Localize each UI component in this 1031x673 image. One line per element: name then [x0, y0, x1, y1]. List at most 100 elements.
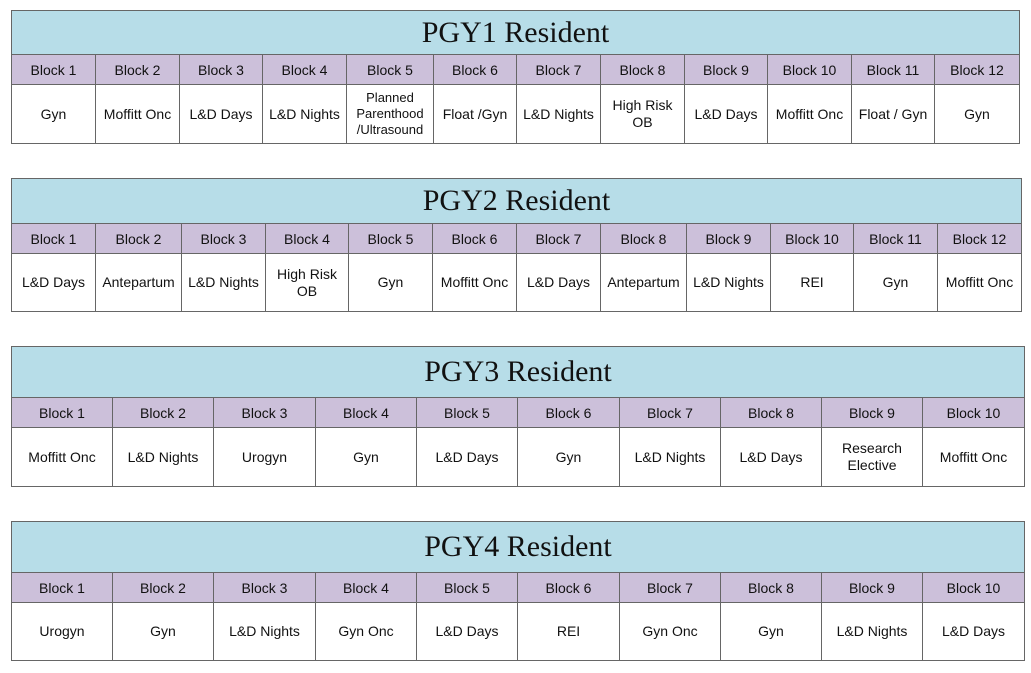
- block-header: Block 10: [922, 397, 1025, 428]
- rotation-cell: Gyn Onc: [619, 602, 721, 661]
- block-header: Block 10: [767, 54, 852, 85]
- rotation-cell: Moffitt Onc: [922, 427, 1025, 487]
- rotation-cell: Urogyn: [213, 427, 316, 487]
- rotation-cell: Moffitt Onc: [767, 84, 852, 144]
- block-header: Block 4: [265, 223, 349, 254]
- rotation-cell: Antepartum: [95, 253, 182, 312]
- block-header: Block 3: [179, 54, 263, 85]
- block-header: Block 9: [821, 397, 923, 428]
- rotation-cell: Antepartum: [600, 253, 687, 312]
- block-header-row: Block 1 Block 2 Block 3 Block 4 Block 5 Block…: [11, 572, 1025, 603]
- rotation-row: Urogyn Gyn L&D Nights Gyn Onc L&D Days REI Gyn…: [11, 602, 1025, 661]
- rotation-cell: Float /Gyn: [433, 84, 517, 144]
- rotation-cell: L&D Nights: [516, 84, 601, 144]
- rotation-cell: L&D Nights: [213, 602, 316, 661]
- block-header: Block 1: [11, 572, 113, 603]
- block-header: Block 8: [720, 397, 822, 428]
- rotation-cell: Float / Gyn: [851, 84, 935, 144]
- table-title: PGY2 Resident: [11, 178, 1022, 224]
- block-header: Block 6: [517, 397, 620, 428]
- block-header: Block 2: [112, 397, 214, 428]
- rotation-cell: Moffitt Onc: [937, 253, 1022, 312]
- block-header: Block 6: [433, 54, 517, 85]
- rotation-row: L&D Days Antepartum L&D Nights High Risk OB…: [11, 253, 1022, 312]
- rotation-cell: Gyn: [934, 84, 1020, 144]
- block-header: Block 9: [686, 223, 771, 254]
- block-header: Block 12: [934, 54, 1020, 85]
- block-header: Block 9: [684, 54, 768, 85]
- rotation-cell: Research Elective: [821, 427, 923, 487]
- block-header-row: Block 1 Block 2 Block 3 Block 4 Block 5 Block…: [11, 223, 1022, 254]
- rotation-cell: Moffitt Onc: [432, 253, 517, 312]
- block-header: Block 11: [853, 223, 938, 254]
- rotation-cell: L&D Nights: [619, 427, 721, 487]
- rotation-cell: L&D Nights: [686, 253, 771, 312]
- block-header: Block 6: [517, 572, 620, 603]
- table-title: PGY4 Resident: [11, 521, 1025, 573]
- rotation-cell: Gyn: [517, 427, 620, 487]
- block-header: Block 7: [619, 397, 721, 428]
- block-header: Block 3: [181, 223, 266, 254]
- block-header: Block 1: [11, 54, 96, 85]
- block-header: Block 4: [315, 572, 417, 603]
- rotation-cell: Planned Parenthood /Ultrasound: [346, 84, 434, 144]
- rotation-cell: L&D Days: [684, 84, 768, 144]
- rotation-cell: Urogyn: [11, 602, 113, 661]
- block-header: Block 8: [720, 572, 822, 603]
- rotation-cell: L&D Days: [416, 427, 518, 487]
- block-header: Block 7: [516, 54, 601, 85]
- block-header: Block 7: [516, 223, 601, 254]
- rotation-cell: Gyn: [112, 602, 214, 661]
- block-header: Block 11: [851, 54, 935, 85]
- pgy1-schedule-table: PGY1 Resident Block 1 Block 2 Block 3 Block …: [11, 10, 1020, 144]
- rotation-cell: L&D Nights: [821, 602, 923, 661]
- block-header: Block 1: [11, 223, 96, 254]
- table-title: PGY1 Resident: [11, 10, 1020, 55]
- block-header: Block 1: [11, 397, 113, 428]
- rotation-cell: High Risk OB: [600, 84, 685, 144]
- rotation-cell: Gyn: [720, 602, 822, 661]
- rotation-row: Moffitt Onc L&D Nights Urogyn Gyn L&D Days Gy…: [11, 427, 1025, 487]
- block-header: Block 5: [346, 54, 434, 85]
- rotation-cell: Gyn: [348, 253, 433, 312]
- pgy3-schedule-table: PGY3 Resident Block 1 Block 2 Block 3 Block …: [11, 346, 1025, 487]
- block-header: Block 8: [600, 54, 685, 85]
- rotation-cell: L&D Nights: [181, 253, 266, 312]
- block-header: Block 2: [112, 572, 214, 603]
- rotation-cell: L&D Days: [11, 253, 96, 312]
- rotation-cell: L&D Days: [416, 602, 518, 661]
- block-header: Block 9: [821, 572, 923, 603]
- rotation-cell: L&D Nights: [112, 427, 214, 487]
- rotation-row: Gyn Moffitt Onc L&D Days L&D Nights Planned …: [11, 84, 1020, 144]
- block-header: Block 7: [619, 572, 721, 603]
- rotation-cell: L&D Days: [179, 84, 263, 144]
- block-header: Block 4: [315, 397, 417, 428]
- pgy4-schedule-table: PGY4 Resident Block 1 Block 2 Block 3 Block …: [11, 521, 1025, 661]
- block-header-row: Block 1 Block 2 Block 3 Block 4 Block 5 Block…: [11, 397, 1025, 428]
- rotation-cell: REI: [517, 602, 620, 661]
- block-header: Block 5: [348, 223, 433, 254]
- block-header: Block 4: [262, 54, 347, 85]
- block-header: Block 10: [770, 223, 854, 254]
- rotation-cell: Gyn: [853, 253, 938, 312]
- block-header: Block 10: [922, 572, 1025, 603]
- rotation-cell: L&D Nights: [262, 84, 347, 144]
- rotation-cell: L&D Days: [720, 427, 822, 487]
- rotation-cell: L&D Days: [922, 602, 1025, 661]
- block-header: Block 5: [416, 397, 518, 428]
- rotation-cell: Moffitt Onc: [11, 427, 113, 487]
- rotation-cell: Gyn Onc: [315, 602, 417, 661]
- pgy2-schedule-table: PGY2 Resident Block 1 Block 2 Block 3 Block …: [11, 178, 1022, 312]
- rotation-cell: REI: [770, 253, 854, 312]
- block-header: Block 2: [95, 223, 182, 254]
- table-title: PGY3 Resident: [11, 346, 1025, 398]
- block-header: Block 3: [213, 397, 316, 428]
- rotation-cell: Gyn: [11, 84, 96, 144]
- rotation-cell: Moffitt Onc: [95, 84, 180, 144]
- block-header: Block 6: [432, 223, 517, 254]
- block-header: Block 5: [416, 572, 518, 603]
- rotation-cell: Gyn: [315, 427, 417, 487]
- rotation-cell: High Risk OB: [265, 253, 349, 312]
- block-header: Block 12: [937, 223, 1022, 254]
- block-header-row: Block 1 Block 2 Block 3 Block 4 Block 5 Block…: [11, 54, 1020, 85]
